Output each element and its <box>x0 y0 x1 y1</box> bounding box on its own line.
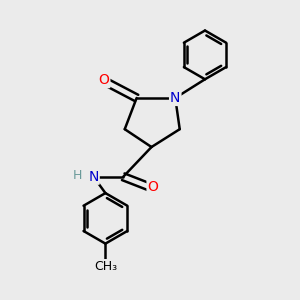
Text: O: O <box>148 180 158 194</box>
Text: N: N <box>88 170 99 184</box>
Text: H: H <box>73 169 82 182</box>
Text: CH₃: CH₃ <box>94 260 117 273</box>
Text: N: N <box>170 91 181 105</box>
Text: O: O <box>98 73 110 87</box>
